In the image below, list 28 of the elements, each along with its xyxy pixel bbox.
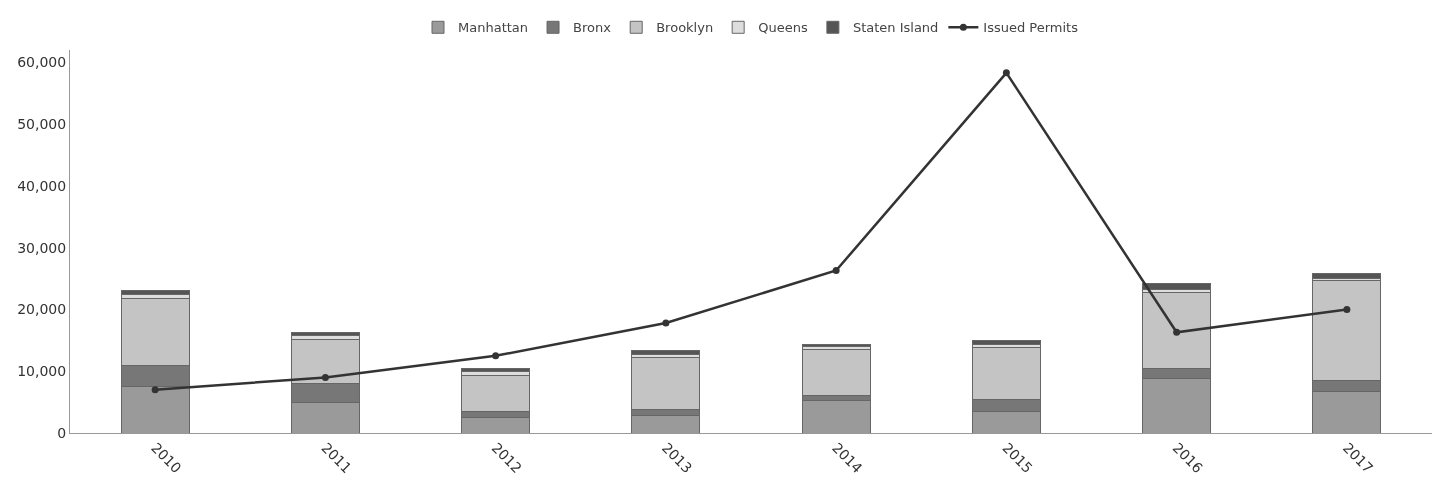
point	[492, 352, 500, 360]
y-tick-label: 10,000	[17, 363, 67, 380]
point	[832, 267, 840, 275]
bar	[971, 339, 1041, 346]
legend-label: Staten Island	[852, 20, 939, 36]
bar	[631, 350, 701, 356]
y-tick-label: 30,000	[17, 239, 67, 256]
y-tick-label: 40,000	[17, 177, 67, 194]
legend-label: Queens	[758, 20, 808, 36]
legend-label: Manhattan	[458, 20, 529, 36]
y-tick-label: 50,000	[17, 116, 67, 133]
point	[662, 319, 670, 327]
point	[1002, 69, 1010, 77]
y-tick-label: 60,000	[17, 54, 67, 71]
point	[1173, 328, 1181, 336]
point	[151, 386, 159, 394]
legend-label: Issued Permits	[983, 20, 1079, 36]
bar	[1142, 283, 1212, 291]
bar	[290, 331, 360, 336]
bar	[461, 367, 531, 372]
legend-label: Bronx	[573, 20, 612, 36]
point	[321, 373, 329, 381]
y-tick-label: 20,000	[17, 301, 67, 318]
bar	[1312, 273, 1382, 280]
y-tick-label: 0	[57, 424, 67, 441]
legend-label: Brooklyn	[656, 20, 714, 36]
point	[1343, 305, 1351, 313]
bar	[120, 290, 190, 295]
